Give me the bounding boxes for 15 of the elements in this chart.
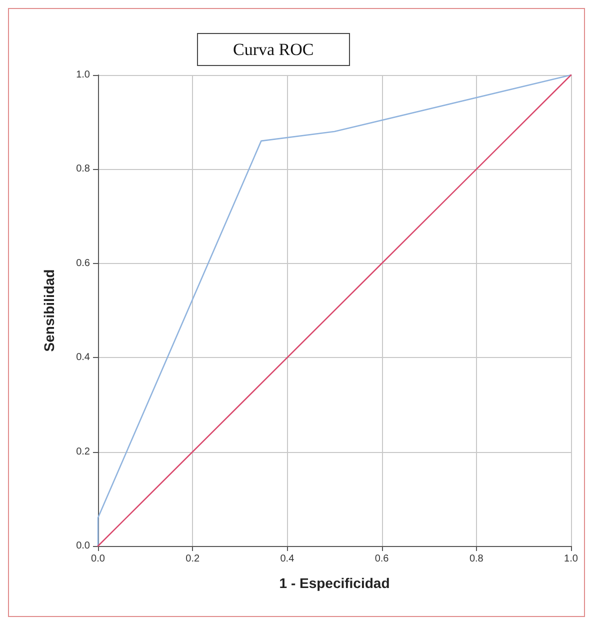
y-tick-label: 0.6 (76, 258, 90, 269)
x-tick-label: 0.8 (469, 554, 484, 564)
y-axis-title: Sensibilidad (41, 269, 57, 352)
x-axis-title: 1 - Especificidad (279, 575, 390, 591)
x-tick-label: 0.0 (91, 554, 106, 564)
x-tick-label: 0.2 (186, 554, 200, 564)
x-tick-label: 1.0 (564, 554, 578, 564)
y-tick-label: 0.4 (76, 352, 90, 364)
y-tick-label: 0.8 (76, 164, 90, 175)
x-tick-label: 0.4 (280, 554, 295, 564)
x-tick-label: 0.6 (374, 554, 390, 564)
chart-title: Curva ROC (233, 40, 314, 59)
y-tick-label: 1.0 (76, 70, 90, 80)
y-tick-label: 0.2 (76, 446, 90, 458)
y-tick-label: 0.0 (76, 540, 90, 552)
